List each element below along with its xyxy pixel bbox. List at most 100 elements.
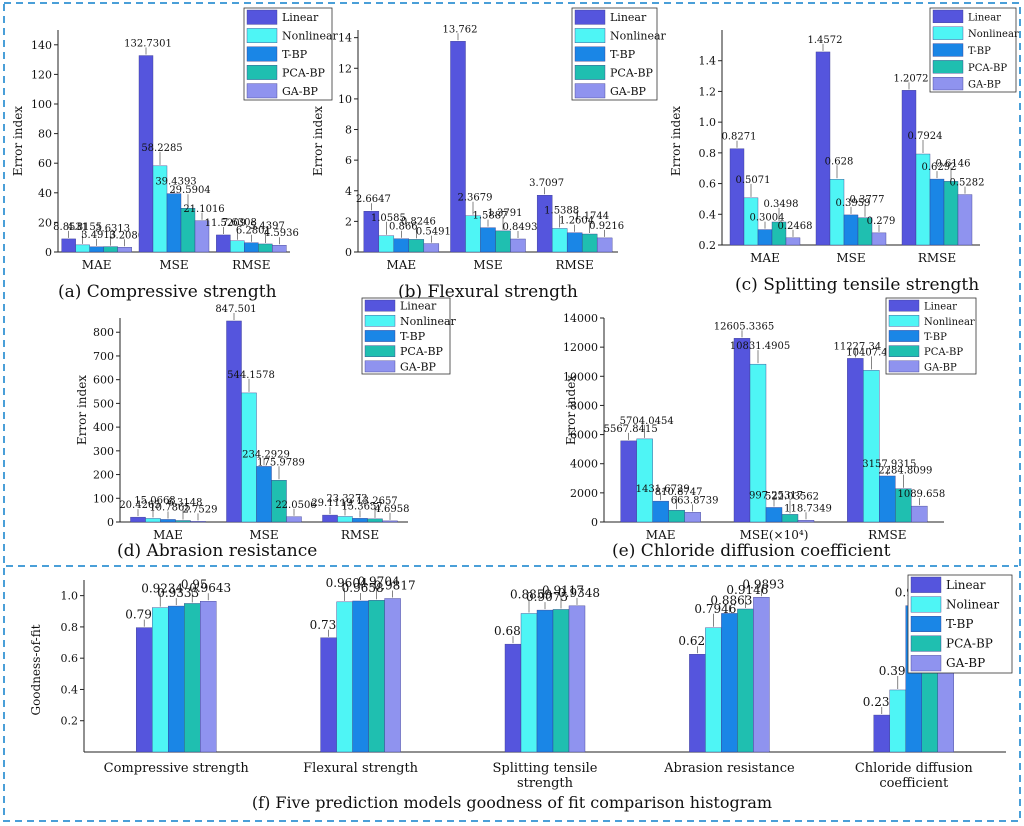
legend-label: PCA-BP: [924, 347, 963, 358]
legend-swatch: [364, 330, 396, 342]
bar-pca-bp: [183, 603, 201, 753]
y-tick-label: 80: [38, 128, 52, 141]
bar-ga-bp: [286, 516, 302, 523]
x-tick-label: RMSE: [868, 528, 906, 542]
data-label: 3.4913: [81, 230, 116, 241]
bar-t-bp: [566, 232, 583, 253]
bar-linear: [450, 41, 466, 253]
y-tick-label: 600: [93, 374, 114, 387]
data-label: 11.5209: [205, 218, 246, 229]
y-tick-label: 4000: [570, 458, 598, 471]
data-label: 0.279: [867, 216, 896, 227]
bar-ga-bp: [684, 512, 701, 523]
bar-nolinear: [520, 613, 538, 753]
y-axis-label: Goodness-of-fit: [29, 624, 43, 715]
legend-label: Nonlinear: [968, 29, 1019, 40]
bar-nonlinear: [75, 244, 90, 253]
bar-linear: [138, 55, 154, 253]
data-label: 15.3657: [341, 501, 382, 512]
legend-swatch: [364, 299, 396, 312]
y-tick-label: 2: [345, 215, 352, 228]
data-label: 132.7301: [124, 39, 172, 50]
bar-linear: [320, 637, 337, 753]
data-label: 1.2072: [894, 73, 929, 84]
bar-t-bp: [765, 507, 783, 523]
y-tick-label: 14000: [563, 312, 598, 325]
data-label: 23.3272: [326, 493, 367, 504]
bar-linear: [729, 148, 745, 246]
x-tick-label: MSE: [249, 528, 278, 542]
bar-t-bp: [480, 227, 496, 253]
data-label: 0.5491: [416, 227, 451, 238]
bar-nonlinear: [241, 392, 257, 523]
data-label: 2.6647: [356, 194, 391, 205]
bar-nonlinear: [337, 516, 353, 523]
data-label: 1431.6729: [636, 484, 690, 495]
y-tick-label: 8: [345, 124, 352, 137]
bar-linear: [226, 320, 242, 523]
y-tick-label: 500: [93, 397, 114, 410]
data-label: 10831.4905: [730, 341, 790, 352]
y-tick-label: 60: [38, 157, 52, 170]
x-tick-label: Splitting tensile: [493, 761, 598, 776]
y-tick-label: 20: [38, 216, 52, 229]
data-label: 0.9234: [141, 582, 183, 596]
data-label: 0.9333: [157, 586, 199, 600]
x-tick-label: Flexural strength: [303, 761, 419, 776]
bar-t-bp: [879, 475, 896, 523]
data-label: 0.7946: [694, 602, 736, 616]
x-tick-label: MAE: [153, 528, 183, 542]
legend-swatch: [574, 46, 606, 62]
data-label: 10407.447: [846, 347, 900, 358]
data-label: 2.3679: [458, 193, 493, 204]
x-tick-label: MAE: [750, 251, 780, 265]
y-tick-label: 1.0: [699, 116, 717, 129]
legend-swatch: [364, 360, 396, 373]
x-tick-label: MSE: [836, 251, 865, 265]
legend-label: T-BP: [610, 48, 636, 61]
bar-ga-bp: [957, 194, 973, 246]
y-tick-label: 300: [93, 445, 114, 458]
bar-nolinear: [151, 607, 169, 753]
data-label: 7.6308: [222, 218, 257, 229]
data-label: 0.6292: [922, 162, 957, 173]
data-label: 1.1744: [574, 211, 609, 222]
bar-nolinear: [705, 627, 722, 753]
data-label: 0.9817: [374, 578, 416, 592]
y-tick-label: 2000: [570, 487, 598, 500]
y-tick-label: 10: [338, 93, 352, 106]
data-label: 0.7924: [908, 131, 943, 142]
legend-label: Nonlinear: [610, 30, 667, 43]
data-label: 39.4393: [155, 177, 196, 188]
chart-panel-3: 0.2 0.4 0.6 0.8 1.0 1.2 1.4 Error index 0.8271 0.…: [669, 7, 1019, 295]
chart-panel-1: 0 20 40 60 80 100 120 140 Error index 8.85314.815…: [11, 7, 339, 302]
data-label: 4.6958: [375, 504, 410, 515]
panel-caption: (c) Splitting tensile strength: [735, 275, 979, 295]
bar-t-bp: [721, 613, 738, 753]
data-label: 997.25317: [749, 490, 803, 501]
bar-ga-bp: [117, 247, 132, 253]
x-tick-label: Chloride diffusion: [855, 761, 974, 776]
y-tick-label: 0: [45, 246, 52, 259]
legend-swatch: [574, 64, 606, 80]
bar-pca-bp: [103, 246, 118, 253]
y-axis-label: Error index: [311, 106, 325, 176]
bar-ga-bp: [510, 238, 526, 253]
panel-caption: (a) Compressive strength: [58, 282, 277, 302]
bar-ga-bp: [199, 601, 217, 753]
x-tick-label: Abrasion resistance: [663, 761, 795, 776]
bar-ga-bp: [785, 237, 801, 246]
bar-ga-bp: [596, 237, 613, 253]
data-label: 1.3791: [488, 208, 523, 219]
bar-ga-bp: [384, 598, 401, 753]
legend-swatch: [364, 315, 396, 327]
bar-pca-bp: [943, 181, 959, 246]
panel-caption: (e) Chloride diffusion coefficient: [612, 541, 891, 561]
data-label: 1.5887: [473, 211, 508, 222]
data-label: 847.501: [215, 304, 256, 315]
y-tick-label: 4: [345, 185, 352, 198]
legend-label: GA-BP: [282, 85, 319, 98]
data-label: 663.8739: [671, 495, 719, 506]
bar-linear: [815, 51, 831, 246]
legend-swatch: [246, 9, 278, 25]
